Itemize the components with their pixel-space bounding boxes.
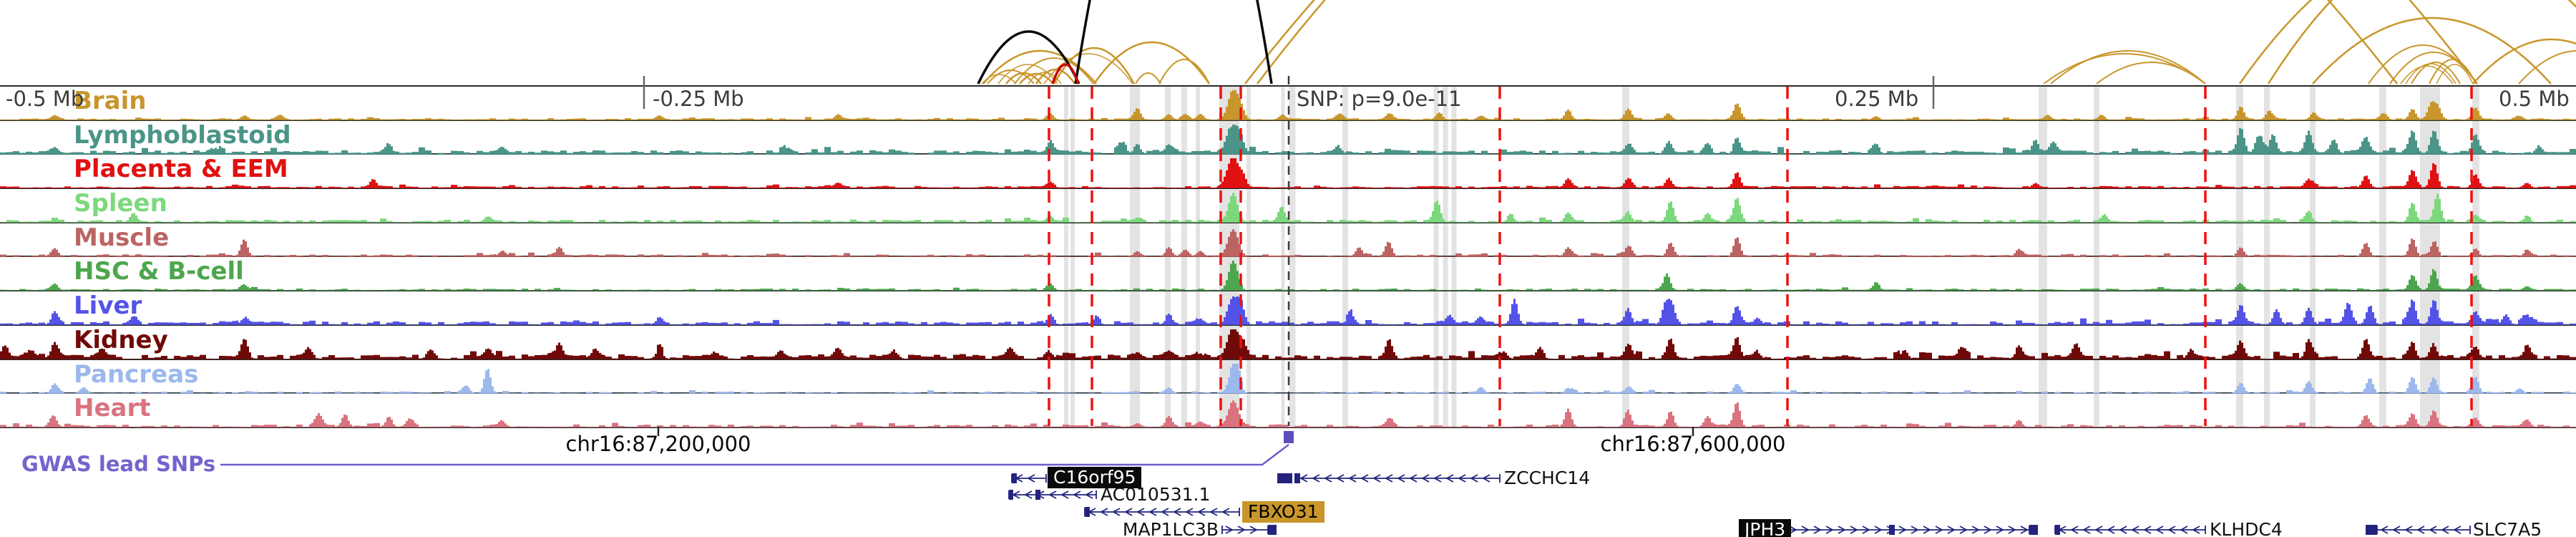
- interaction-arc: [982, 49, 1097, 84]
- axis-label-half: 0.5 Mb: [2499, 87, 2570, 111]
- interaction-arc: [2050, 50, 2206, 84]
- interaction-arc: [2312, 16, 2552, 84]
- lead-snp-marker[interactable]: [1284, 431, 1294, 443]
- interaction-arc: [1051, 63, 1080, 84]
- track-row-heart[interactable]: Heart: [0, 394, 2576, 428]
- track-label: Kidney: [74, 325, 168, 354]
- gene-model-zcchc14[interactable]: [1277, 473, 1501, 483]
- interaction-arc: [2518, 50, 2576, 84]
- interaction-arc: [2411, 62, 2461, 84]
- interaction-arc: [2389, 52, 2478, 84]
- track-label: Heart: [74, 394, 151, 423]
- interaction-arcs-panel: [977, 0, 2576, 84]
- gene-model-klhdc4[interactable]: [2054, 525, 2206, 535]
- interaction-arc: [1053, 47, 1136, 84]
- signal-plot: [0, 158, 2576, 189]
- track-label: Lymphoblastoid: [74, 120, 291, 150]
- interaction-arc: [987, 69, 1035, 84]
- interaction-arc: [2267, 0, 2333, 84]
- snp-pvalue-label: SNP: p=9.0e-11: [1297, 87, 1462, 111]
- interaction-arc: [997, 64, 1058, 84]
- interaction-arc: [2429, 59, 2477, 84]
- track-row-spleen[interactable]: Spleen: [0, 189, 2576, 223]
- interaction-arc: [1019, 72, 1054, 84]
- axis-label-minus-half: -0.5 Mb: [6, 87, 84, 111]
- interaction-arc: [1028, 72, 1062, 84]
- track-label: Pancreas: [74, 359, 199, 389]
- gene-label-jph3[interactable]: JPH3: [1739, 519, 1792, 537]
- gene-model-slc7a5[interactable]: [2366, 525, 2471, 535]
- gene-model-ac010531.1[interactable]: [1008, 490, 1097, 500]
- signal-plot: [0, 329, 2576, 359]
- gene-label-klhdc4[interactable]: KLHDC4: [2210, 519, 2283, 537]
- gene-label-map1lc3b[interactable]: MAP1LC3B: [1122, 519, 1219, 537]
- signal-plot: [0, 261, 2576, 291]
- gene-model-map1lc3b[interactable]: [1221, 525, 1277, 535]
- gene-label-fbxo31[interactable]: FBXO31: [1242, 501, 1324, 523]
- track-label: Spleen: [74, 189, 167, 218]
- interaction-arc: [977, 30, 1080, 84]
- interaction-arc: [2238, 0, 2576, 84]
- gwas-pointer-line: [220, 444, 1289, 466]
- gene-label-slc7a5[interactable]: SLC7A5: [2473, 519, 2542, 537]
- track-row-kidney[interactable]: Kidney: [0, 326, 2576, 360]
- axis-label-quarter: 0.25 Mb: [1835, 87, 1919, 111]
- gene-model-c16orf95[interactable]: [1011, 473, 1047, 483]
- gene-model-fbxo31[interactable]: [1084, 507, 1240, 517]
- signal-plot: [0, 296, 2576, 325]
- gene-label-ac010531[interactable]: AC010531.1: [1101, 484, 1211, 505]
- coordinate-label-right: chr16:87,600,000: [1600, 432, 1786, 456]
- interaction-arc: [1135, 72, 1161, 84]
- interaction-arc: [1043, 53, 1133, 84]
- track-label: Liver: [74, 291, 142, 321]
- gene-model-jph3[interactable]: [1785, 525, 2038, 535]
- interaction-arc: [2096, 62, 2206, 84]
- track-label: HSC & B-cell: [74, 257, 244, 286]
- interaction-arc: [2472, 38, 2576, 84]
- track-row-brain[interactable]: Brain: [0, 87, 2576, 121]
- interaction-arc: [1158, 59, 1210, 84]
- track-label: Brain: [74, 87, 147, 115]
- gene-label-zcchc14[interactable]: ZCCHC14: [1504, 468, 1591, 488]
- track-label: Placenta & EEM: [74, 155, 288, 184]
- gene-label-c16orf95[interactable]: C16orf95: [1048, 467, 1142, 488]
- interaction-arc: [1014, 57, 1094, 84]
- track-label: Muscle: [74, 223, 170, 252]
- coordinate-label-left: chr16:87,200,000: [565, 432, 751, 456]
- signal-plot: [0, 124, 2576, 155]
- interaction-arc: [2436, 64, 2474, 84]
- interaction-arc: [1093, 41, 1211, 84]
- axis-label-minus-quarter: -0.25 Mb: [653, 87, 744, 111]
- signal-plot: [0, 90, 2576, 120]
- gwas-lead-snps-label: GWAS lead SNPs: [21, 452, 216, 476]
- interaction-arc: [1035, 68, 1076, 84]
